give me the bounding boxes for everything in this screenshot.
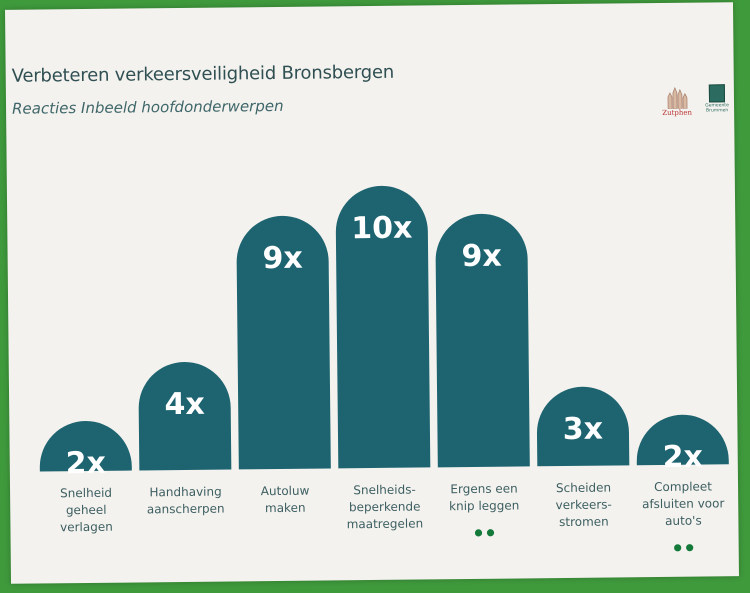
- bar-6: [636, 414, 729, 466]
- data-label-0: 2x: [65, 446, 106, 481]
- marker-dot-6-0: [674, 544, 682, 552]
- poster: Verbeteren verkeersveiligheid Bronsberge…: [5, 2, 739, 584]
- bar-3: [335, 185, 431, 469]
- bar-chart: 2x Snelheidgeheelverlagen 4x Handhavingaans…: [39, 185, 729, 552]
- data-label-2: 9x: [262, 241, 303, 276]
- data-label-6: 2x: [662, 440, 703, 475]
- category-label-4: Ergens eenknip leggen: [449, 481, 520, 513]
- bar-1: [138, 361, 232, 471]
- bar-5: [536, 386, 630, 467]
- data-label-4: 9x: [461, 239, 502, 274]
- towers-icon: [667, 87, 688, 109]
- category-label-0: Snelheidgeheelverlagen: [60, 486, 113, 535]
- category-label-1: Handhavingaanscherpen: [147, 485, 225, 517]
- category-label-5: Scheidenverkeers-stromen: [555, 481, 612, 530]
- marker-dot-6-1: [686, 544, 694, 552]
- data-label-5: 3x: [563, 412, 604, 447]
- marker-dot-4-0: [474, 529, 483, 537]
- bar-4: [435, 213, 530, 468]
- marker-dot-4-1: [486, 529, 495, 537]
- data-label-3: 10x: [351, 211, 412, 247]
- category-label-6: Compleetafsluiten voorauto's: [642, 479, 725, 528]
- category-label-3: Snelheids-beperkendemaatregelen: [346, 482, 423, 531]
- category-label-2: Autoluwmaken: [261, 484, 310, 516]
- zutphen-logo: Zutphen: [660, 87, 694, 123]
- bar-2: [236, 215, 331, 470]
- data-label-1: 4x: [164, 387, 205, 422]
- bar-0: [39, 421, 132, 472]
